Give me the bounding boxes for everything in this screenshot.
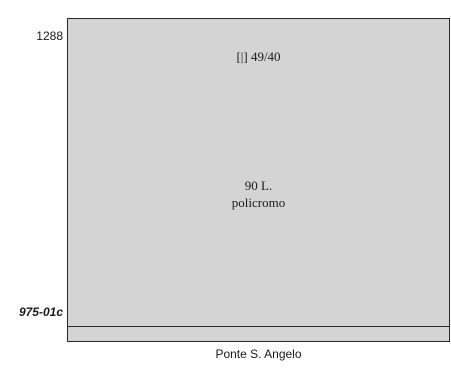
panel-middle-caption-line1: 90 L. [244,178,273,193]
panel-top-caption: [|] 49/40 [236,49,281,64]
panel-middle-caption: 90 L. policromo [68,177,449,211]
diagram-panel: [|] 49/40 90 L. policromo [67,18,450,342]
top-left-label: 1288 [36,29,63,43]
panel-middle-caption-line2: policromo [231,195,286,210]
panel-divider [68,326,449,327]
bottom-left-label: 975-01c [18,305,63,319]
bottom-label: Ponte S. Angelo [215,347,302,361]
